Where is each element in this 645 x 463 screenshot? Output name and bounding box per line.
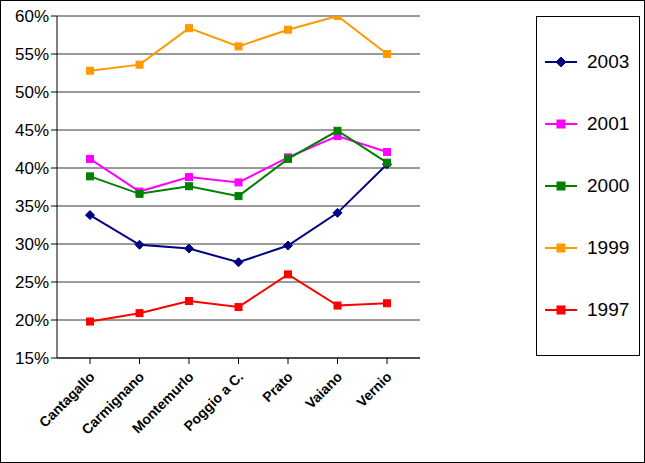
svg-text:20%: 20% <box>15 311 49 330</box>
svg-text:55%: 55% <box>15 45 49 64</box>
svg-text:35%: 35% <box>15 197 49 216</box>
svg-text:50%: 50% <box>15 83 49 102</box>
svg-text:Prato: Prato <box>259 368 296 405</box>
svg-text:30%: 30% <box>15 235 49 254</box>
svg-text:15%: 15% <box>15 349 49 368</box>
svg-text:40%: 40% <box>15 159 49 178</box>
html-text:2003: 2003 <box>587 51 630 72</box>
svg-text:Vernio: Vernio <box>353 368 395 410</box>
svg-text:25%: 25% <box>15 273 49 292</box>
html-text:1997: 1997 <box>587 299 630 320</box>
html-text:2000: 2000 <box>587 175 630 196</box>
svg-text:Cantagallo: Cantagallo <box>35 368 98 431</box>
svg-text:Vaiano: Vaiano <box>302 368 345 411</box>
svg-text:60%: 60% <box>15 7 49 26</box>
html-text:1999: 1999 <box>587 237 630 258</box>
svg-text:Carmignano: Carmignano <box>78 368 148 438</box>
html-text:2001: 2001 <box>587 113 630 134</box>
svg-text:45%: 45% <box>15 121 49 140</box>
svg-text:Montemurlo: Montemurlo <box>128 368 197 437</box>
svg-text:Poggio a C.: Poggio a C. <box>181 368 247 434</box>
